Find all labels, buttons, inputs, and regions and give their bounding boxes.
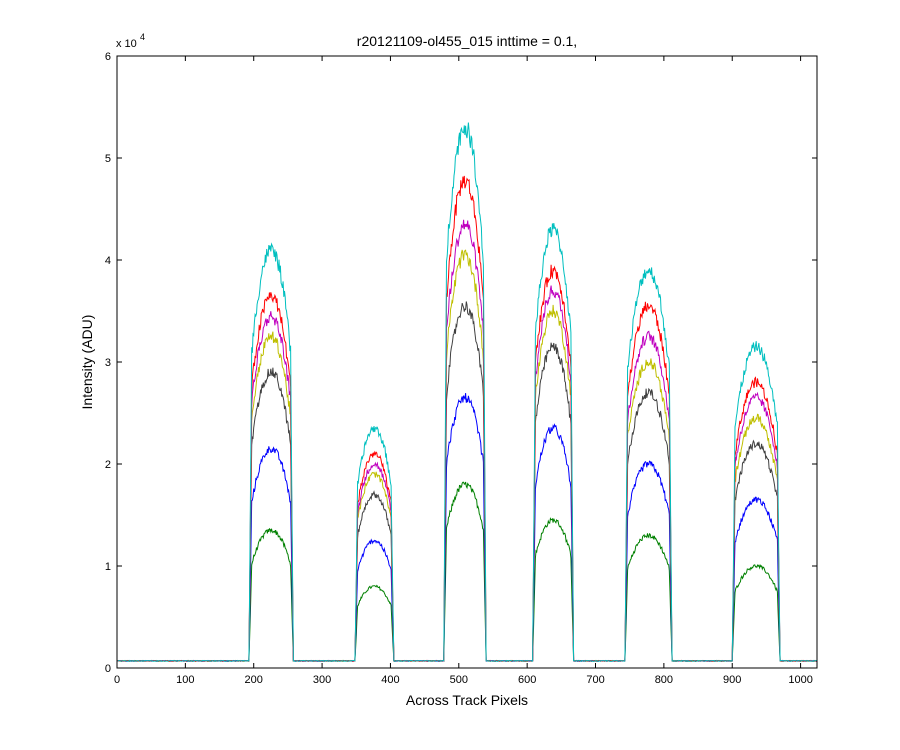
series-layer <box>117 122 818 663</box>
x-tick-label: 700 <box>586 674 604 686</box>
x-tick-label: 600 <box>518 674 536 686</box>
x-tick-label: 400 <box>381 674 399 686</box>
y-tick-label: 3 <box>105 357 111 369</box>
chart-title: r20121109-ol455_015 inttime = 0.1, <box>357 33 577 49</box>
y-tick-label: 4 <box>105 255 111 267</box>
x-axis-title: Across Track Pixels <box>406 692 528 708</box>
x-tick-label: 200 <box>245 674 263 686</box>
y-tick-label: 6 <box>105 51 111 63</box>
series-line-1 <box>117 122 818 663</box>
y-multiplier-exponent: 4 <box>140 32 145 42</box>
axes-layer: 0 100 200 300 400 500 600 700 800 900 1000 0 1 2 3 4 5 6 <box>105 51 817 686</box>
y-tick-label: 1 <box>105 561 111 573</box>
x-tick-label: 900 <box>723 674 741 686</box>
x-tick-label: 500 <box>450 674 468 686</box>
y-multiplier-label: x 10 <box>116 38 137 50</box>
x-tick-label: 1000 <box>788 674 812 686</box>
y-tick-label: 2 <box>105 459 111 471</box>
x-tick-label: 800 <box>655 674 673 686</box>
x-tick-label: 300 <box>313 674 331 686</box>
y-tick-label: 0 <box>105 663 111 675</box>
x-tick-label: 0 <box>114 674 120 686</box>
y-tick-label: 5 <box>105 153 111 165</box>
y-axis-title: Intensity (ADU) <box>79 315 95 410</box>
plot-frame <box>116 55 818 669</box>
plot-area <box>117 56 817 668</box>
x-tick-label: 100 <box>176 674 194 686</box>
